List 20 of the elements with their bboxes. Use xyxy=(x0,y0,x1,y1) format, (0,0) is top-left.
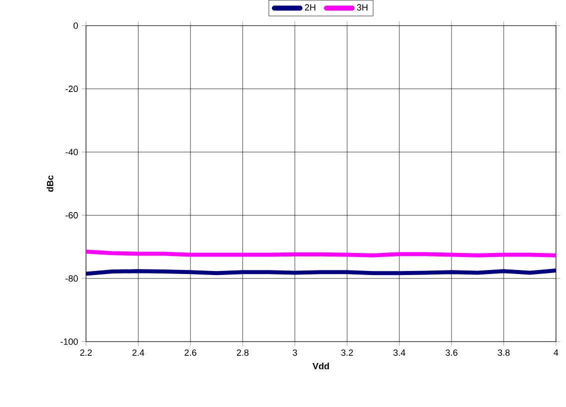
y-tick-label: -80 xyxy=(66,275,78,282)
x-tick-label: 3.8 xyxy=(498,350,510,356)
x-tick-label: 3.2 xyxy=(341,350,353,356)
x-tick-label: 3.6 xyxy=(446,350,458,356)
x-tick-label: 2.4 xyxy=(132,350,144,356)
x-tick-label: 2.2 xyxy=(80,350,92,356)
x-tick-label: 2.8 xyxy=(236,350,249,356)
y-axis-title: dBc xyxy=(46,176,54,192)
y-tick-label: -100 xyxy=(60,338,78,346)
x-axis-title: Vdd xyxy=(312,362,329,370)
x-tick-label: 3 xyxy=(292,350,297,356)
x-tick-label: 2.6 xyxy=(184,350,196,356)
x-tick-label: 3.4 xyxy=(393,350,406,356)
y-tick-label: -20 xyxy=(66,86,78,92)
y-tick-label: 0 xyxy=(74,22,78,30)
legend-label: 2H xyxy=(304,4,316,11)
legend-label: 3H xyxy=(356,4,368,11)
y-tick-label: -40 xyxy=(66,149,78,156)
x-tick-label: 4 xyxy=(554,350,558,356)
y-tick-label: -60 xyxy=(66,212,78,219)
